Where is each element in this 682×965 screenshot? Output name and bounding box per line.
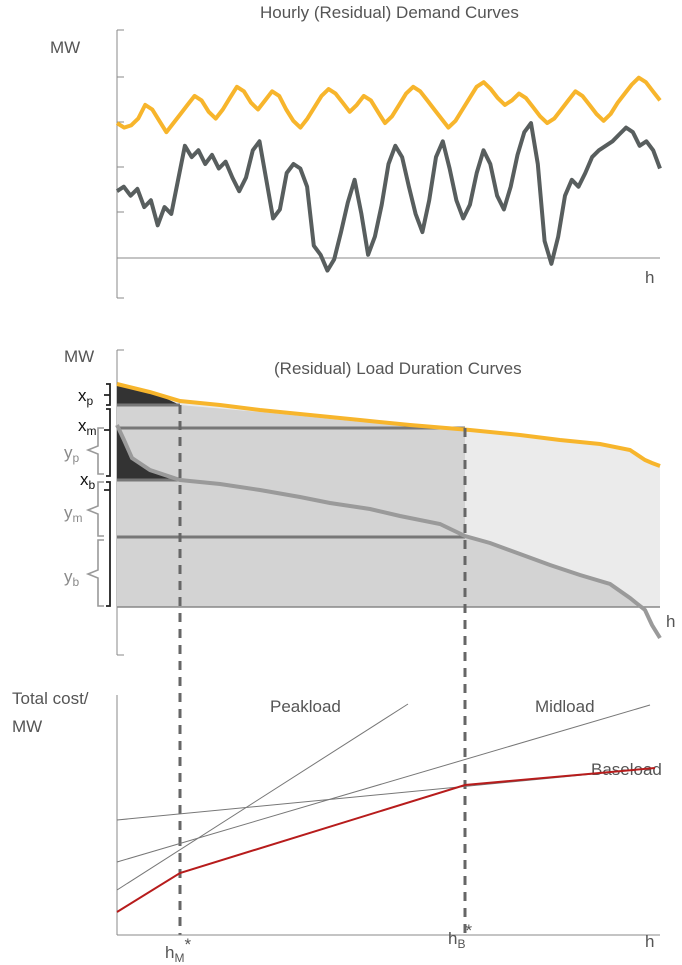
bracket-xm (104, 408, 111, 477)
residual-ldc-area (117, 425, 645, 607)
cost-line-peak (116, 703, 409, 891)
label-yp: yp (64, 443, 80, 465)
residual-demand-curve (115, 121, 662, 273)
cost-line-mid (116, 704, 651, 863)
residual-ldc-curve (115, 424, 662, 640)
label-xm: xm (78, 416, 97, 438)
bracket-xb (104, 481, 111, 607)
label-peakload: Peakload (270, 697, 341, 716)
demand-ldc-curve (116, 382, 661, 468)
panel-hourly-demand: Hourly (Residual) Demand Curves MW h (50, 3, 662, 299)
panel2-title: (Residual) Load Duration Curves (274, 359, 522, 378)
bracket-xp (104, 383, 111, 406)
label-hm: hM* (165, 935, 191, 965)
label-midload: Midload (535, 697, 595, 716)
panel1-y-label: MW (50, 38, 80, 57)
panel2-y-label: MW (64, 347, 94, 366)
label-xp: xp (78, 386, 94, 408)
peak-wedge-residual (117, 425, 180, 480)
panel1-title: Hourly (Residual) Demand Curves (260, 3, 519, 22)
panel3-x-label: h (645, 932, 654, 951)
cost-envelope (116, 767, 656, 913)
label-xb: xb (80, 470, 96, 492)
bracket-ym (85, 481, 104, 537)
panel3-y-label-2: MW (12, 717, 42, 736)
panel2-x-label: h (666, 612, 675, 631)
label-yb: yb (64, 567, 80, 589)
panel-load-duration: (Residual) Load Duration Curves MW h xp … (64, 347, 675, 656)
label-hb: hB* (448, 921, 472, 951)
bracket-yb (85, 539, 104, 607)
panel1-x-label: h (645, 268, 654, 287)
panel-screening-curves: Total cost/ MW h Peakload Midload Baselo… (12, 689, 662, 965)
label-baseload: Baseload (591, 760, 662, 779)
bracket-yp (85, 427, 104, 475)
demand-curve (115, 75, 662, 135)
label-ym: ym (64, 503, 83, 525)
panel3-y-label-1: Total cost/ (12, 689, 89, 708)
